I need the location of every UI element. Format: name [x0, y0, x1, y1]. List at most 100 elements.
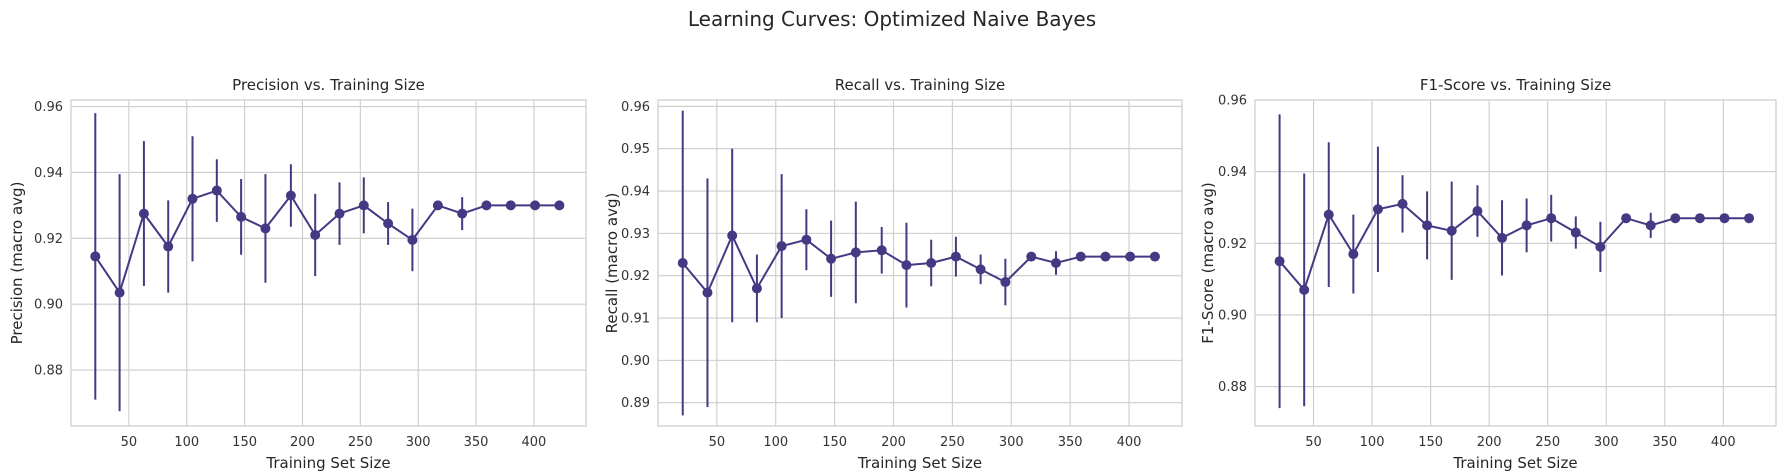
recall-y-axis-label: Recall (macro avg) [603, 193, 621, 334]
recall-plot-title: Recall vs. Training Size [835, 76, 1006, 94]
recall-data-point [1149, 251, 1160, 262]
recall-data-point [751, 283, 762, 294]
precision-y-tick-label: 0.90 [34, 298, 63, 313]
recall-x-tick-label: 300 [999, 435, 1024, 450]
recall-data-point [950, 251, 961, 262]
f1-score-data-point [1274, 256, 1285, 267]
precision-data-point [163, 241, 174, 252]
recall-y-tick-label: 0.89 [621, 396, 650, 411]
f1-score-data-point [1446, 225, 1457, 236]
recall-x-tick-label: 250 [940, 435, 965, 450]
f1-score-y-axis-label: F1-Score (macro avg) [1199, 182, 1217, 344]
f1-score-y-tick-label: 0.92 [1218, 237, 1247, 252]
precision-y-tick-label: 0.94 [34, 166, 63, 181]
precision-data-point [407, 234, 418, 245]
precision-x-tick-label: 300 [406, 435, 431, 450]
f1-score-data-point [1497, 232, 1508, 243]
recall-y-tick-label: 0.96 [621, 100, 650, 115]
precision-y-tick-label: 0.96 [34, 100, 63, 115]
recall-y-tick-label: 0.94 [621, 185, 650, 200]
f1-score-data-point [1595, 241, 1606, 252]
recall-data-point [926, 258, 937, 268]
f1-score-data-point [1323, 209, 1334, 220]
precision-data-point [383, 218, 394, 229]
recall-data-point [727, 230, 738, 241]
recall-data-point [1026, 251, 1037, 262]
f1-score-x-tick-label: 400 [1711, 435, 1736, 450]
precision-x-tick-label: 50 [121, 435, 138, 450]
precision-x-tick-label: 400 [522, 435, 547, 450]
recall-axes-frame [657, 99, 1183, 427]
precision-x-tick-label: 250 [348, 435, 373, 450]
recall-y-tick-label: 0.95 [621, 142, 650, 157]
recall-x-tick-label: 400 [1117, 435, 1142, 450]
f1-score-x-tick-label: 300 [1594, 435, 1619, 450]
precision-data-point [505, 200, 516, 211]
precision-x-tick-label: 200 [290, 435, 315, 450]
f1-score-x-tick-label: 350 [1652, 435, 1677, 450]
precision-x-tick-label: 150 [232, 435, 257, 450]
recall-y-tick-label: 0.93 [621, 227, 650, 242]
precision-data-point [554, 200, 565, 211]
f1-score-data-point [1570, 227, 1581, 238]
precision-y-tick-label: 0.92 [34, 232, 63, 247]
recall-data-point [975, 264, 986, 275]
recall-x-tick-label: 50 [709, 435, 726, 450]
precision-data-point [187, 193, 198, 204]
recall-data-point [1051, 258, 1062, 268]
recall-data-point [1125, 251, 1136, 262]
f1-score-data-point [1719, 213, 1730, 224]
precision-data-point [358, 200, 369, 211]
precision-data-point [310, 230, 321, 241]
precision-data-point [114, 287, 125, 298]
f1-score-x-tick-label: 50 [1305, 435, 1322, 450]
recall-x-tick-label: 100 [763, 435, 788, 450]
recall-plot: 50 100 150 200 250 300 350 400 0.89 0.90 0.91 0.92 0… [603, 76, 1183, 472]
f1-score-y-tick-label: 0.96 [1218, 94, 1247, 109]
recall-data-point [801, 234, 812, 245]
recall-data-point [901, 260, 912, 271]
precision-x-tick-label: 350 [464, 435, 489, 450]
f1-score-x-tick-label: 100 [1360, 435, 1385, 450]
f1-score-data-point [1694, 213, 1705, 224]
precision-data-point [530, 200, 541, 211]
precision-data-point [260, 223, 271, 234]
recall-data-point [876, 245, 887, 256]
precision-data-point [211, 185, 222, 196]
f1-score-data-point [1621, 213, 1632, 224]
precision-axes-frame [70, 99, 587, 427]
precision-data-point [90, 251, 101, 262]
precision-plot: 50 100 150 200 250 300 350 400 0.88 0.90 0.92 0.94 0… [8, 76, 587, 472]
f1-score-data-point [1744, 213, 1755, 224]
f1-score-data-point [1299, 284, 1310, 295]
f1-score-data-point [1422, 220, 1433, 231]
recall-data-point [826, 253, 837, 264]
f1-score-data-point [1397, 198, 1408, 209]
recall-data-point [1075, 251, 1086, 262]
f1-score-x-tick-label: 200 [1477, 435, 1502, 450]
recall-data-point [677, 258, 688, 268]
f1-score-data-point [1348, 249, 1359, 260]
precision-x-tick-label: 100 [174, 435, 199, 450]
recall-x-tick-label: 200 [881, 435, 906, 450]
precision-x-axis-label: Training Set Size [265, 454, 390, 472]
recall-data-point [702, 287, 713, 298]
f1-score-x-tick-label: 150 [1418, 435, 1443, 450]
f1-score-data-point [1521, 220, 1532, 231]
recall-y-tick-label: 0.90 [621, 354, 650, 369]
recall-data-point [776, 241, 787, 252]
f1-score-y-tick-label: 0.90 [1218, 308, 1247, 323]
precision-y-tick-label: 0.88 [34, 364, 63, 379]
recall-data-point [1100, 251, 1111, 262]
recall-data-point [1000, 277, 1011, 288]
precision-y-axis-label: Precision (macro avg) [8, 182, 26, 345]
figure-suptitle: Learning Curves: Optimized Naive Bayes [687, 7, 1097, 31]
recall-x-axis-label: Training Set Size [857, 454, 982, 472]
f1-score-data-point [1372, 204, 1383, 215]
precision-data-point [432, 200, 443, 211]
recall-data-point [850, 247, 861, 258]
precision-data-point [457, 208, 468, 219]
f1-score-data-point [1645, 220, 1656, 231]
f1-score-y-tick-label: 0.94 [1218, 165, 1247, 180]
